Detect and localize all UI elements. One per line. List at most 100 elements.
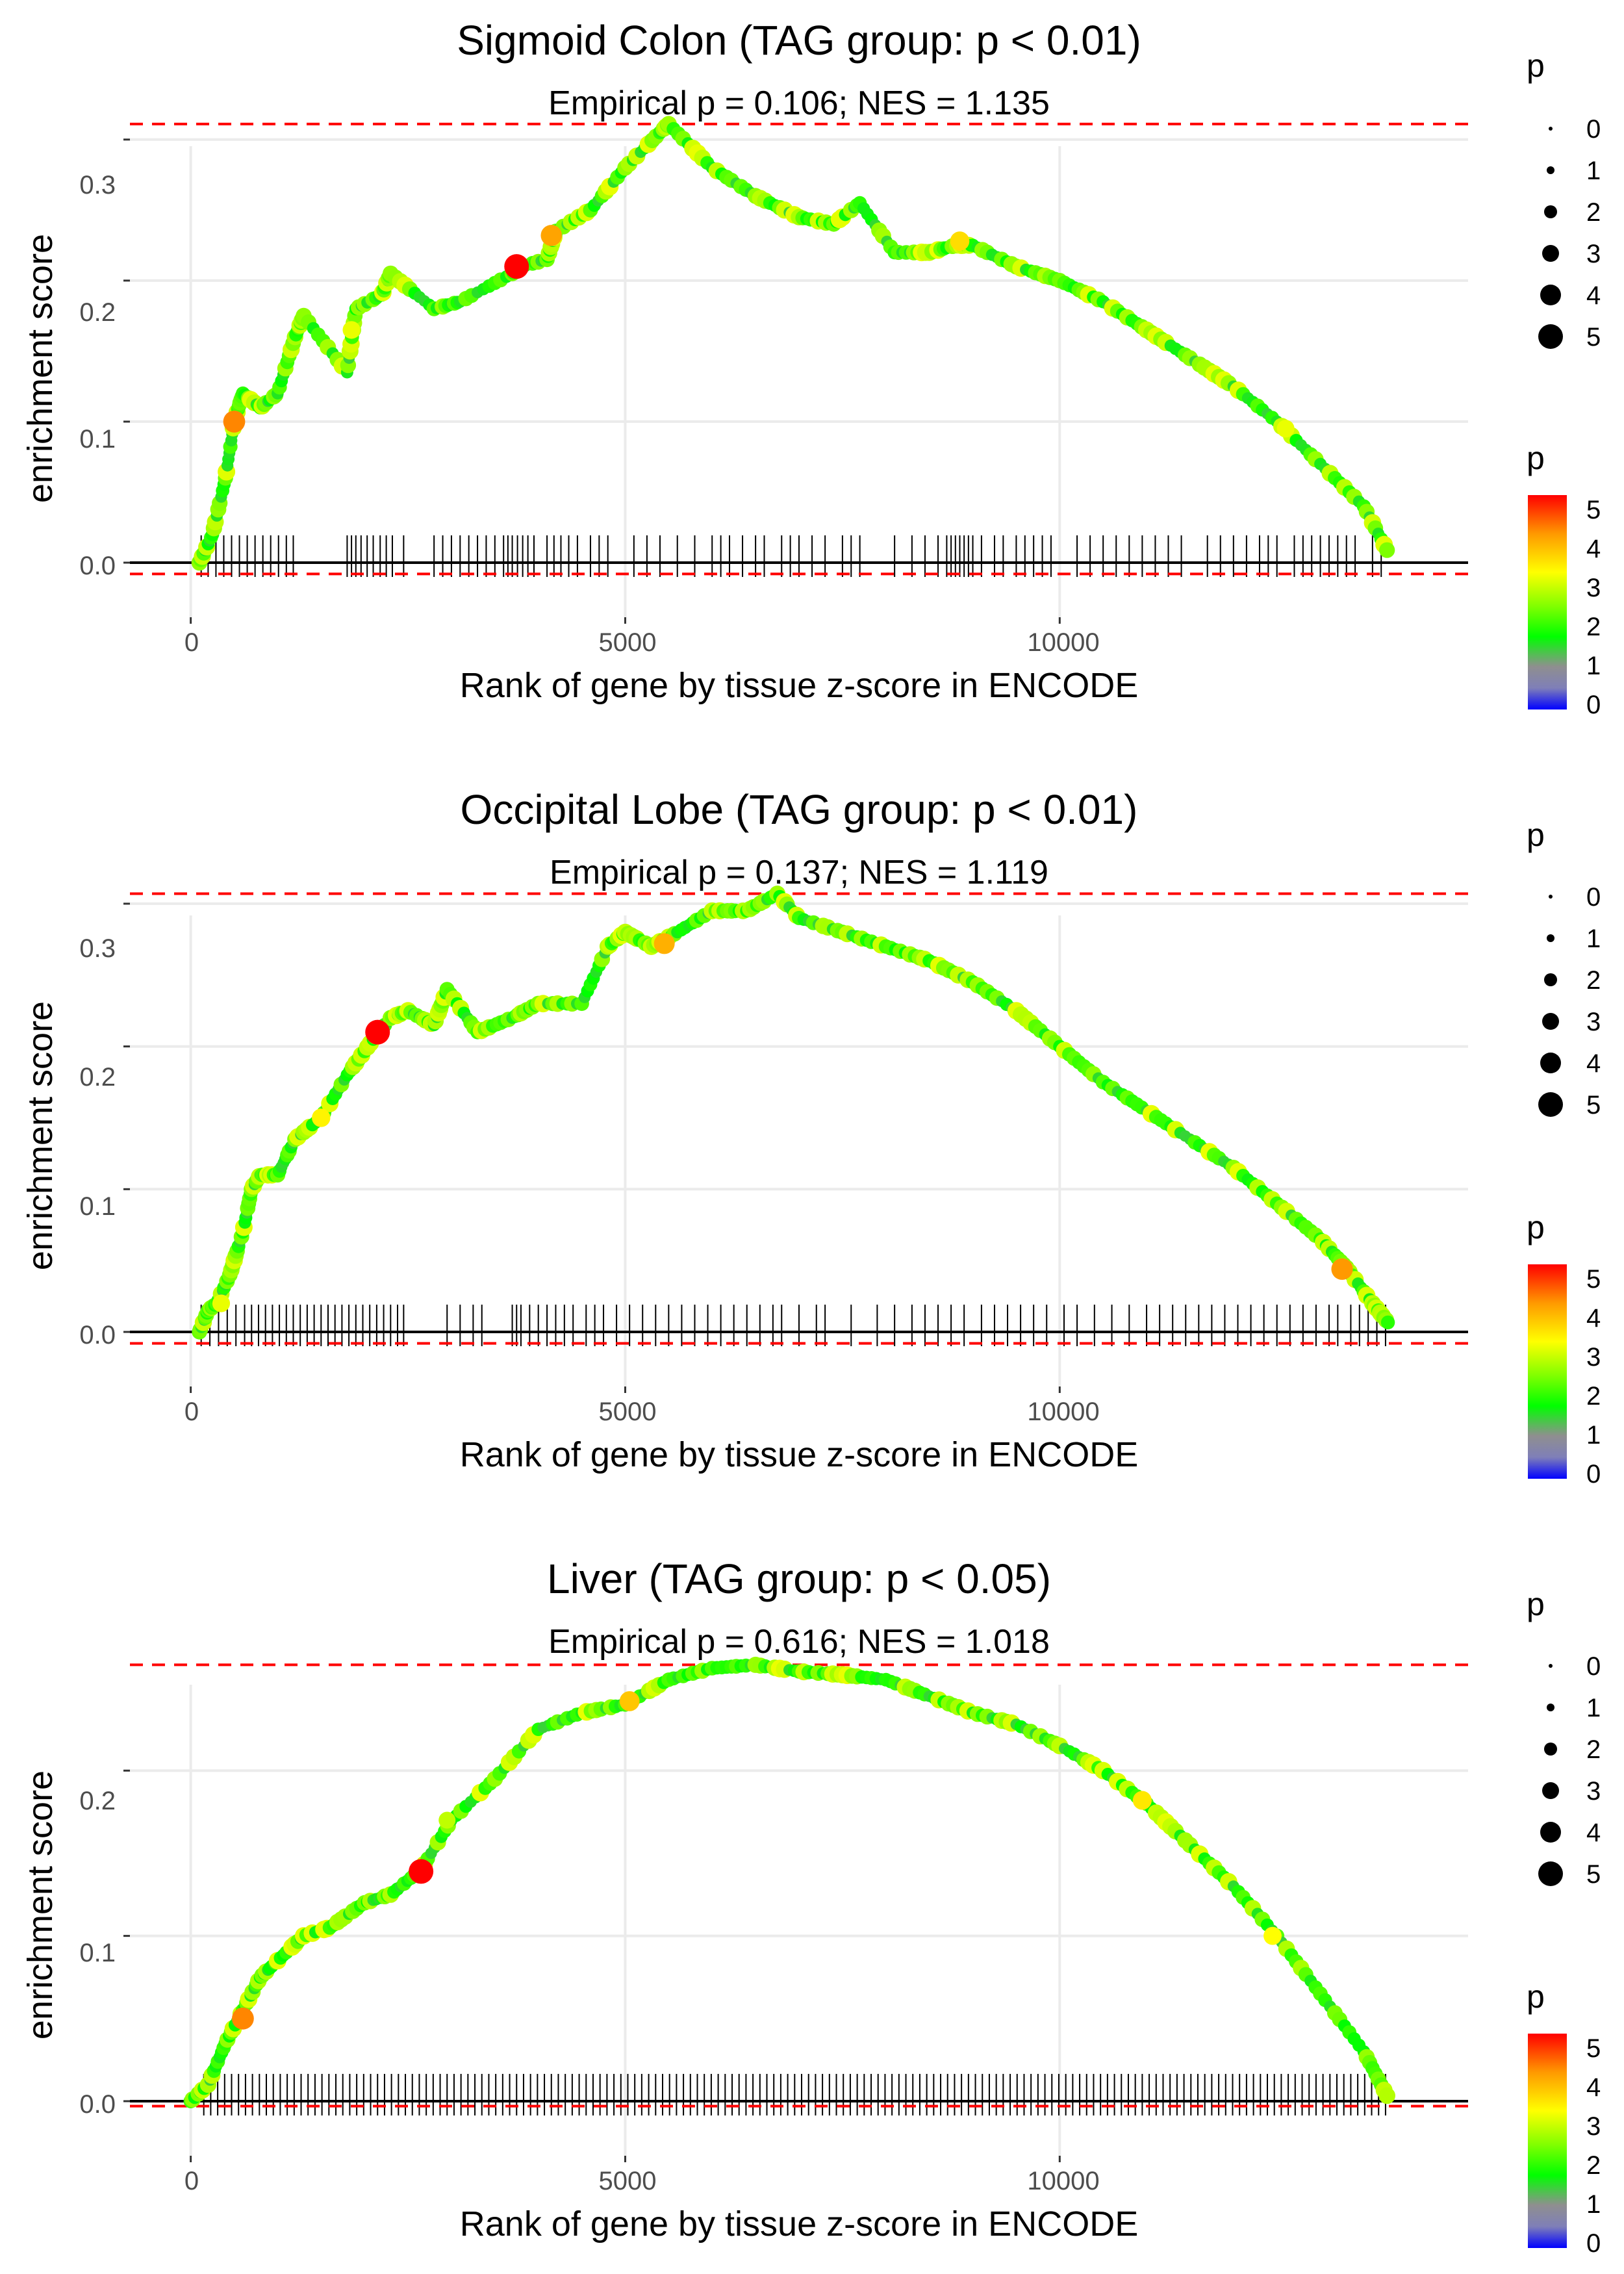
highlight-point — [619, 1691, 640, 1711]
highlight-point — [365, 1019, 390, 1045]
color-legend-title: p — [1527, 440, 1545, 476]
color-legend-label: 3 — [1586, 1343, 1601, 1372]
color-legend-label: 4 — [1586, 535, 1601, 563]
size-legend-label: 3 — [1586, 1008, 1601, 1036]
y-tick-label: 0.3 — [79, 934, 116, 963]
size-legend-label: 4 — [1586, 1819, 1601, 1847]
size-legend-key — [1544, 973, 1557, 986]
y-tick-label: 0.2 — [79, 298, 116, 327]
size-legend-key — [1544, 205, 1557, 218]
y-tick-label: 0.2 — [79, 1787, 116, 1815]
chart-title: Liver (TAG group: p < 0.05) — [547, 1555, 1051, 1602]
size-legend-title: p — [1527, 817, 1545, 853]
color-legend-label: 0 — [1586, 2229, 1601, 2258]
highlight-point — [312, 1108, 331, 1127]
color-legend-label: 2 — [1586, 613, 1601, 641]
color-legend-title: p — [1527, 1209, 1545, 1246]
size-legend-key — [1542, 1782, 1559, 1799]
size-legend-key — [1540, 1053, 1561, 1073]
x-tick-label: 0 — [184, 2167, 199, 2195]
color-legend: p 5 4 3 2 1 0 — [1527, 1978, 1601, 2258]
color-legend-label: 4 — [1586, 2073, 1601, 2102]
color-legend-label: 5 — [1586, 496, 1601, 524]
plot-area — [123, 116, 1468, 624]
highlight-point — [1331, 1258, 1353, 1280]
color-legend-label: 2 — [1586, 2151, 1601, 2180]
color-legend: p 5 4 3 2 1 0 — [1527, 440, 1601, 719]
highlight-point — [438, 1811, 456, 1829]
size-legend-key — [1549, 1664, 1553, 1668]
plot-area — [123, 1656, 1468, 2162]
size-legend: p 0 1 2 3 4 5 — [1527, 1586, 1601, 1889]
y-tick-label: 0.1 — [79, 1192, 116, 1221]
x-axis-title: Rank of gene by tissue z-score in ENCODE — [460, 666, 1138, 705]
color-legend-title: p — [1527, 1978, 1545, 2015]
size-legend-label: 2 — [1586, 198, 1601, 227]
color-legend-label: 0 — [1586, 1460, 1601, 1488]
color-legend-label: 4 — [1586, 1304, 1601, 1333]
colorbar — [1528, 2034, 1567, 2248]
x-tick-label: 10000 — [1027, 2167, 1099, 2195]
y-tick-label: 0.3 — [79, 171, 116, 199]
x-axis-title: Rank of gene by tissue z-score in ENCODE — [460, 2204, 1138, 2243]
size-legend-label: 5 — [1586, 1860, 1601, 1889]
plot-area — [123, 886, 1468, 1393]
size-legend-label: 4 — [1586, 281, 1601, 310]
size-legend-title: p — [1527, 47, 1545, 84]
es-point — [1378, 2087, 1395, 2104]
x-tick-label: 0 — [184, 1398, 199, 1426]
highlight-point — [223, 411, 246, 433]
highlight-point — [504, 254, 529, 279]
chart-subtitle: Empirical p = 0.106; NES = 1.135 — [548, 84, 1050, 122]
size-legend-label: 1 — [1586, 1694, 1601, 1722]
y-tick-label: 0.1 — [79, 425, 116, 454]
highlight-point — [409, 1859, 434, 1884]
color-legend-label: 5 — [1586, 1265, 1601, 1294]
colorbar — [1528, 495, 1567, 709]
color-legend: p 5 4 3 2 1 0 — [1527, 1209, 1601, 1488]
size-legend-label: 0 — [1586, 883, 1601, 912]
x-tick-label: 5000 — [599, 628, 657, 657]
size-legend-key — [1540, 1822, 1561, 1843]
highlight-point — [653, 933, 675, 954]
size-legend-title: p — [1527, 1586, 1545, 1622]
highlight-point — [540, 225, 563, 246]
panel-liver: Liver (TAG group: p < 0.05) Empirical p … — [21, 1555, 1601, 2258]
size-legend-key — [1542, 1013, 1559, 1030]
size-legend-label: 3 — [1586, 1777, 1601, 1806]
color-legend-label: 1 — [1586, 652, 1601, 680]
highlight-point — [212, 1294, 231, 1312]
color-legend-label: 1 — [1586, 1421, 1601, 1450]
es-point — [1379, 542, 1395, 558]
x-tick-label: 10000 — [1027, 1398, 1099, 1426]
highlight-point — [342, 321, 361, 339]
size-legend: p 0 1 2 3 4 5 — [1527, 47, 1601, 351]
x-tick-label: 5000 — [599, 1398, 657, 1426]
size-legend-key — [1538, 324, 1563, 349]
size-legend-label: 1 — [1586, 925, 1601, 953]
color-legend-label: 3 — [1586, 574, 1601, 602]
chart-title: Sigmoid Colon (TAG group: p < 0.01) — [457, 17, 1141, 64]
size-legend-label: 2 — [1586, 966, 1601, 995]
chart-title: Occipital Lobe (TAG group: p < 0.01) — [461, 786, 1138, 833]
es-curve — [190, 1663, 1391, 2102]
size-legend-key — [1547, 1704, 1554, 1711]
es-point — [1380, 1315, 1395, 1330]
y-axis-title: enrichment score — [21, 234, 60, 503]
size-legend-key — [1538, 1092, 1563, 1117]
es-curve — [198, 122, 1391, 563]
y-axis-title: enrichment score — [21, 1001, 60, 1270]
colorbar — [1528, 1264, 1567, 1479]
y-axis-title: enrichment score — [21, 1770, 60, 2039]
x-tick-label: 0 — [184, 628, 199, 657]
color-legend-label: 5 — [1586, 2034, 1601, 2063]
size-legend-label: 5 — [1586, 1091, 1601, 1119]
size-legend-label: 0 — [1586, 1652, 1601, 1681]
size-legend-label: 5 — [1586, 323, 1601, 351]
size-legend-key — [1547, 934, 1554, 942]
highlight-point — [1132, 1791, 1152, 1810]
color-legend-label: 3 — [1586, 2112, 1601, 2141]
size-legend-key — [1540, 285, 1561, 305]
size-legend: p 0 1 2 3 4 5 — [1527, 817, 1601, 1119]
